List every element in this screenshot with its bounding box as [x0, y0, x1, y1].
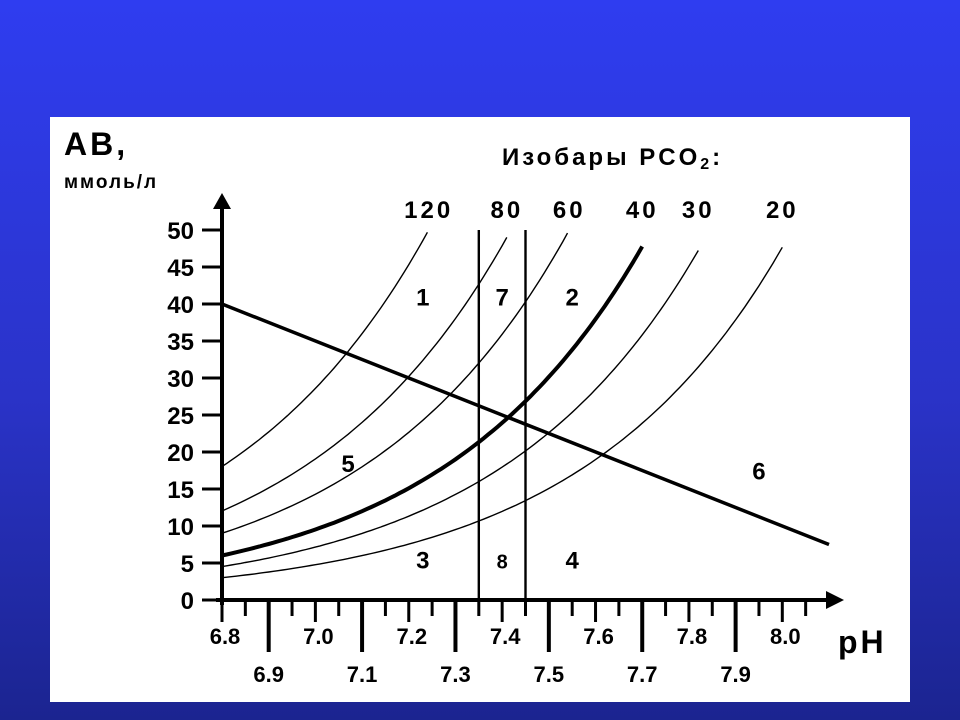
y-tick-label: 5	[181, 551, 194, 578]
y-tick-label: 10	[167, 514, 194, 541]
region-label-6: 6	[752, 459, 765, 486]
region-label-8: 8	[497, 551, 508, 573]
x-tick-label-lower: 7.5	[534, 662, 565, 687]
isobar-label-80: 80	[490, 197, 523, 224]
isobar-curve-60	[221, 232, 569, 534]
x-tick-label-lower: 7.7	[627, 662, 658, 687]
x-tick-label-lower: 7.9	[720, 662, 751, 687]
x-tick-label-upper: 7.8	[677, 624, 708, 649]
y-tick-label: 40	[167, 292, 194, 319]
y-tick-label: 25	[167, 403, 194, 430]
y-tick-label: 15	[167, 477, 194, 504]
isobar-title: Изобары PCO2:	[502, 144, 723, 173]
region-label-7: 7	[495, 285, 508, 312]
x-tick-label-lower: 6.9	[253, 662, 284, 687]
y-tick-label: 50	[167, 218, 194, 245]
x-tick-label-lower: 7.1	[347, 662, 378, 687]
region-label-2: 2	[566, 285, 579, 312]
x-tick-label-lower: 7.3	[440, 662, 471, 687]
x-tick-label-upper: 6.8	[210, 624, 241, 649]
isobar-label-60: 60	[553, 197, 586, 224]
y-tick-label: 20	[167, 440, 194, 467]
y-tick-label: 0	[181, 588, 194, 615]
isobar-title-colon: :	[712, 144, 723, 171]
x-axis-label: pH	[838, 624, 887, 660]
y-axis-arrow	[213, 193, 231, 209]
isobar-label-40: 40	[626, 197, 659, 224]
region-label-3: 3	[416, 547, 429, 574]
x-tick-label-upper: 7.2	[396, 624, 427, 649]
isobar-title-subscript: 2	[700, 156, 712, 173]
isobar-curve-40	[221, 245, 644, 558]
isobar-curve-120	[221, 231, 429, 468]
x-axis-arrow	[826, 591, 844, 609]
isobar-curve-80	[221, 237, 508, 512]
x-tick-label-upper: 7.6	[583, 624, 614, 649]
isobar-label-20: 20	[766, 197, 799, 224]
chart-marks: 120 80 60 40 30 20 1 7 2 5 6 3 8 4	[341, 197, 799, 574]
isobar-curves	[221, 230, 830, 600]
y-tick-label: 35	[167, 329, 194, 356]
region-label-4: 4	[566, 547, 580, 574]
region-label-5: 5	[341, 451, 354, 478]
chart-panel: 0 5 10 15 20 25 30 35 40 45 50 6.8 7.0 7.2 7.4 7.6 7.8 8.…	[50, 117, 910, 702]
x-tick-label-upper: 8.0	[770, 624, 801, 649]
isobar-curve-20	[221, 246, 783, 579]
isobar-title-text: Изобары PCO	[502, 144, 700, 171]
isobar-label-120: 120	[404, 197, 453, 224]
region-label-1: 1	[416, 285, 429, 312]
isobar-curve-30	[221, 250, 699, 568]
x-tick-label-upper: 7.4	[490, 624, 521, 649]
y-axis-label: AB,	[64, 126, 128, 162]
x-tick-label-upper: 7.0	[303, 624, 334, 649]
y-tick-label: 30	[167, 366, 194, 393]
y-axis-unit: ммоль/л	[64, 172, 158, 193]
y-tick-label: 45	[167, 255, 194, 282]
isobar-label-30: 30	[682, 197, 715, 224]
